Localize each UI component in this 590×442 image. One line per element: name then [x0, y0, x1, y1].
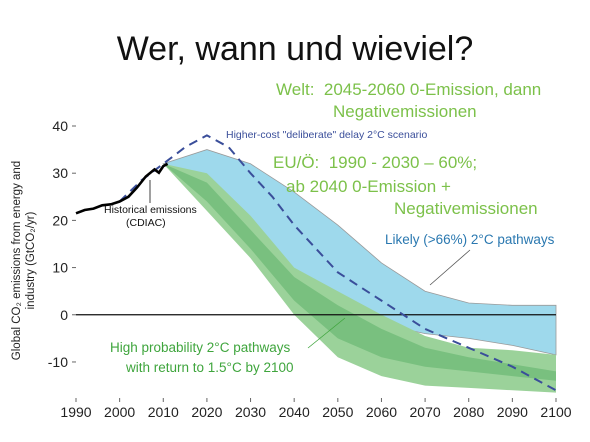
y-tick-label: 0	[60, 307, 68, 323]
x-tick-label: 2050	[322, 404, 353, 420]
high-prob-leader-line	[307, 317, 346, 349]
x-tick-label: 2000	[104, 404, 135, 420]
note-eu-line1: EU/Ö: 1990 - 2030 – 60%;	[273, 153, 478, 172]
pathway-bands	[162, 149, 557, 393]
note-world-line2: Negativemissionen	[333, 102, 477, 121]
high-prob-label-line1: High probability 2°C pathways	[110, 340, 290, 355]
likely-pathways-label: Likely (>66%) 2°C pathways	[385, 232, 555, 247]
x-tick-label: 2040	[279, 404, 310, 420]
annotations: Higher-cost "deliberate" delay 2°C scena…	[104, 129, 555, 375]
slide-title: Wer, wann und wieviel?	[116, 30, 474, 68]
x-tick-label: 2030	[235, 404, 266, 420]
historical-label-line2: (CDIAC)	[126, 217, 166, 229]
historical-emissions-line	[75, 162, 169, 215]
y-tick-label: 30	[52, 165, 68, 181]
y-tick-label: -10	[48, 354, 68, 370]
x-tick-label: 2100	[540, 404, 571, 420]
note-world-line1: Welt: 2045-2060 0-Emission, dann	[276, 80, 542, 99]
x-tick-label: 1990	[60, 404, 91, 420]
scenario-lines	[75, 134, 557, 392]
x-tick-label: 2070	[410, 404, 441, 420]
high-probability-core-band	[163, 163, 557, 381]
y-tick-label: 20	[52, 212, 68, 228]
y-tick-label: 40	[52, 118, 68, 134]
x-tick-label: 2020	[191, 404, 222, 420]
y-axis-label-line2: industry (GtCO₂/yr)	[25, 211, 37, 309]
x-tick-label: 2080	[453, 404, 484, 420]
deliberate-scenario-label: Higher-cost "deliberate" delay 2°C scena…	[226, 129, 427, 141]
historical-label-line1: Historical emissions	[104, 204, 197, 216]
x-tick-label: 2010	[148, 404, 179, 420]
y-tick-label: 10	[52, 260, 68, 276]
likely-leader-line	[429, 249, 471, 286]
note-eu-line3: Negativemissionen	[394, 199, 538, 218]
y-axis-label-line1: Global CO₂ emissions from energy and	[11, 161, 23, 360]
deliberate-delay-line	[118, 134, 557, 392]
high-prob-label-line2: with return to 1.5°C by 2100	[125, 360, 294, 375]
note-eu-line2: ab 2040 0-Emission +	[286, 177, 451, 196]
x-tick-label: 2060	[366, 404, 397, 420]
x-tick-label: 2090	[497, 404, 528, 420]
